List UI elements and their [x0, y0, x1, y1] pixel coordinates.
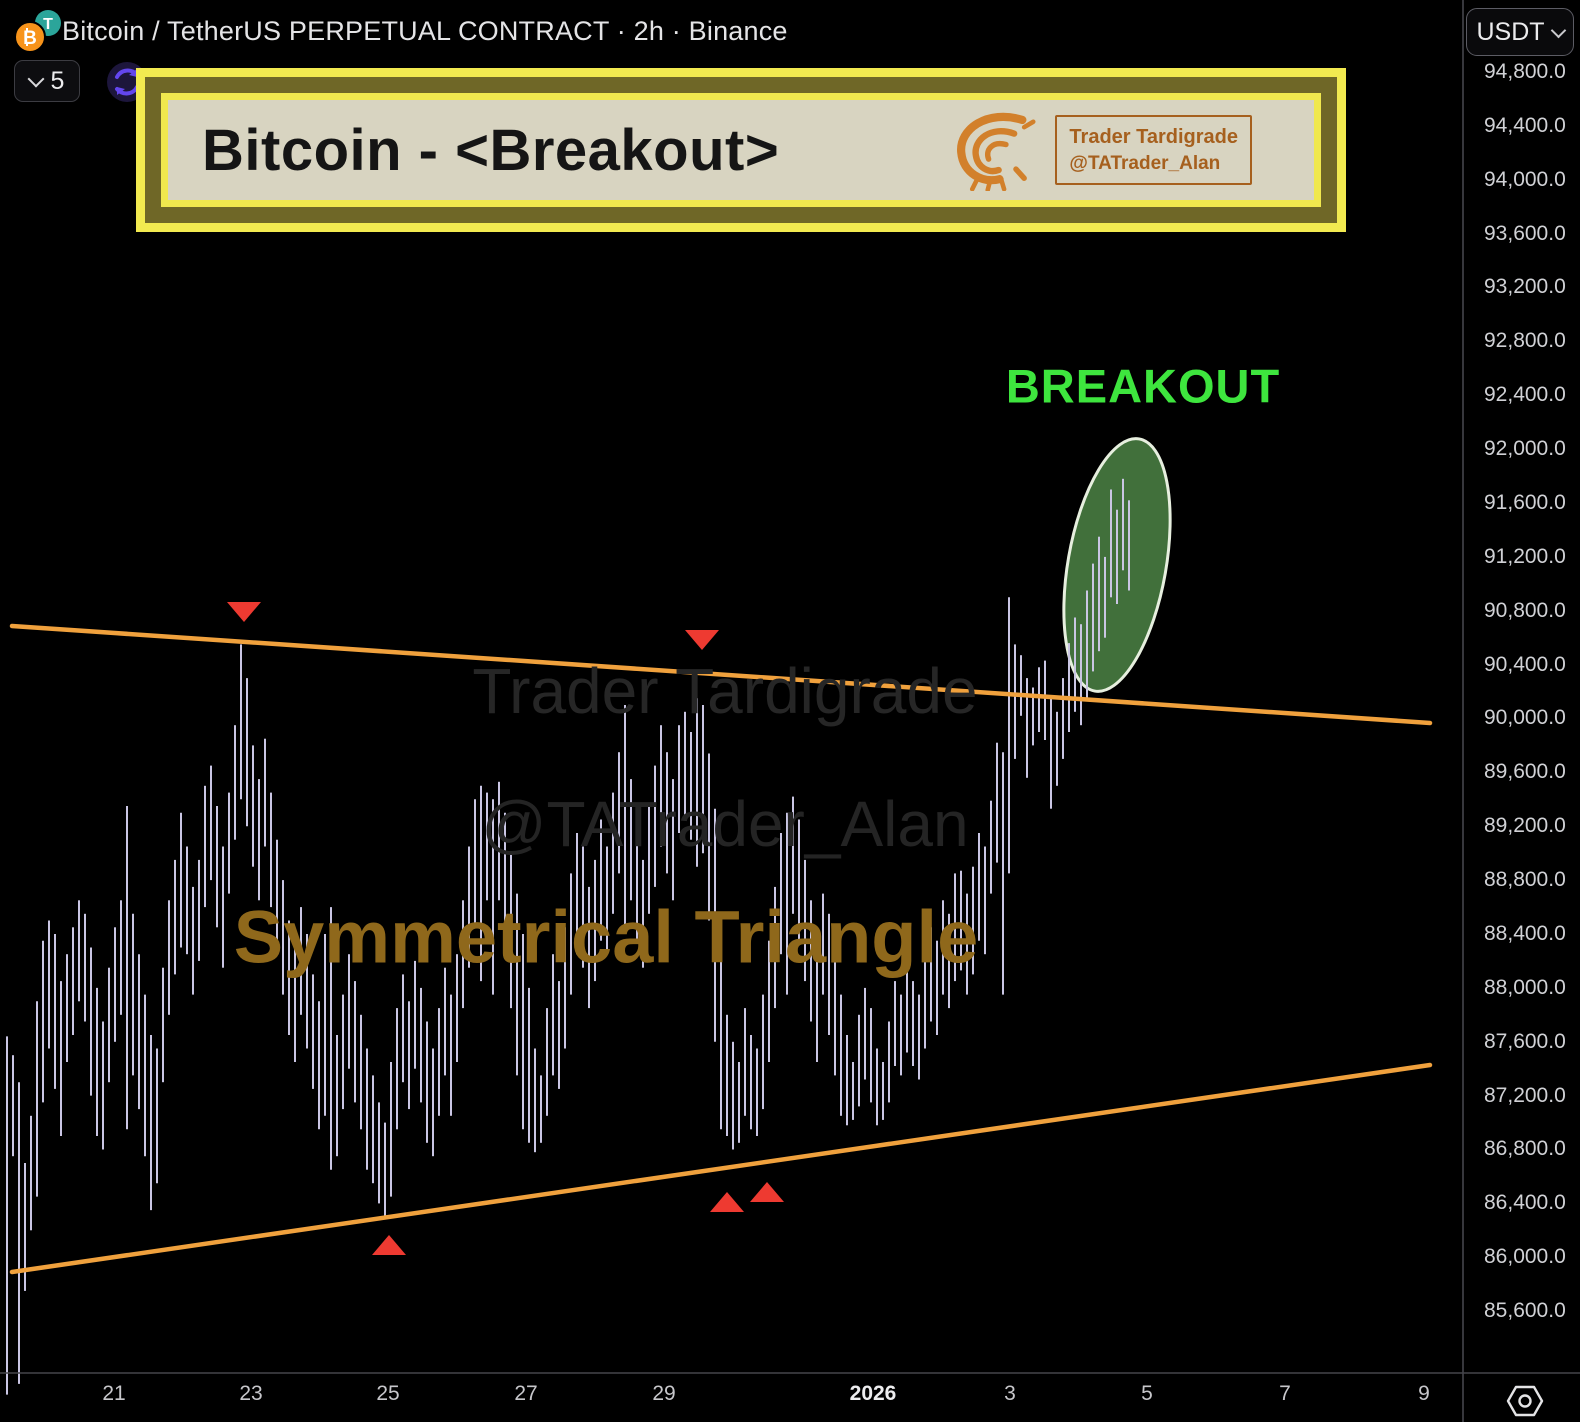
price-axis-label: 94,400.0: [1484, 113, 1566, 137]
down-triangle-marker: [227, 602, 261, 622]
price-axis-label: 94,800.0: [1484, 60, 1566, 83]
price-axis-label: 89,200.0: [1484, 814, 1566, 838]
logo-handle: @TATrader_Alan: [1069, 152, 1221, 174]
price-axis-label: 90,800.0: [1484, 598, 1566, 622]
price-axis-label: 87,200.0: [1484, 1083, 1566, 1107]
price-axis-label: 88,800.0: [1484, 868, 1566, 892]
time-axis-label: 7: [1279, 1382, 1291, 1405]
price-axis-label: 94,000.0: [1484, 167, 1566, 191]
watermark-line2: @TATrader_Alan: [481, 788, 969, 860]
upper-resistance-line[interactable]: [9, 623, 1433, 726]
chevron-down-icon: [27, 70, 45, 87]
price-axis-label: 93,600.0: [1484, 221, 1566, 245]
price-axis-label: 87,600.0: [1484, 1029, 1566, 1053]
up-triangle-marker: [750, 1182, 784, 1202]
timezone-settings-icon[interactable]: [1506, 1384, 1544, 1418]
tardigrade-logo-icon: [957, 112, 1036, 191]
currency-selector[interactable]: USDT: [1466, 8, 1574, 56]
watermark-line1: Trader Tardigrade: [472, 655, 978, 727]
price-axis-label: 85,600.0: [1484, 1299, 1566, 1322]
time-axis-label: 29: [652, 1382, 676, 1405]
svg-text:B: B: [23, 28, 37, 49]
bitcoin-coin-icon: [14, 21, 46, 53]
lower-support-line[interactable]: [9, 1062, 1433, 1275]
time-axis-label: 27: [514, 1382, 538, 1405]
up-triangle-marker: [372, 1235, 406, 1255]
symbol-title[interactable]: Bitcoin / TetherUS PERPETUAL CONTRACT · …: [62, 16, 788, 46]
logo-handle-box: Trader Tardigrade @TATrader_Alan: [1055, 114, 1252, 186]
price-axis-label: 86,000.0: [1484, 1245, 1566, 1269]
pattern-label[interactable]: Symmetrical Triangle: [233, 895, 979, 979]
chevron-down-icon: [1550, 22, 1566, 38]
svg-text:T: T: [43, 16, 53, 33]
banner-inner-frame: Bitcoin - <Breakout>: [161, 93, 1321, 207]
interval-chip[interactable]: 5: [14, 60, 80, 102]
banner-title: Bitcoin - <Breakout>: [202, 117, 780, 183]
price-axis-label: 91,200.0: [1484, 544, 1566, 568]
currency-value: USDT: [1476, 17, 1545, 46]
time-axis-label: 9: [1418, 1382, 1430, 1405]
time-axis-label: 23: [239, 1382, 263, 1405]
time-axis-label: 5: [1141, 1382, 1153, 1405]
price-axis-label: 86,800.0: [1484, 1137, 1566, 1161]
price-axis-label: 91,600.0: [1484, 490, 1566, 514]
price-axis-label: 86,400.0: [1484, 1191, 1566, 1215]
down-triangle-marker: [685, 630, 719, 650]
banner-drawing[interactable]: Bitcoin - <Breakout>: [136, 68, 1346, 232]
price-axis-label: 90,400.0: [1484, 652, 1566, 676]
price-axis-label: 88,400.0: [1484, 921, 1566, 945]
price-axis-label: 90,000.0: [1484, 706, 1566, 730]
price-axis-label: 93,200.0: [1484, 275, 1566, 299]
logo-name: Trader Tardigrade: [1069, 125, 1238, 148]
banner-olive-frame: Bitcoin - <Breakout>: [145, 77, 1337, 223]
interval-value: 5: [50, 66, 65, 95]
time-axis-label: 25: [376, 1382, 400, 1405]
time-axis-label: 21: [102, 1382, 126, 1405]
time-axis-label: 2026: [849, 1382, 897, 1405]
price-axis-label: 92,400.0: [1484, 383, 1566, 407]
symbol-pair-icon: T B: [14, 10, 61, 53]
breakout-label[interactable]: BREAKOUT: [1005, 359, 1281, 413]
price-axis-label: 89,600.0: [1484, 760, 1566, 784]
time-axis-label: 3: [1004, 1382, 1016, 1405]
up-triangle-marker: [710, 1192, 744, 1212]
banner-content: Bitcoin - <Breakout>: [168, 100, 1314, 200]
price-axis-label: 88,000.0: [1484, 975, 1566, 999]
banner-logo-group: Trader Tardigrade @TATrader_Alan: [949, 109, 1252, 191]
price-axis-label: 92,800.0: [1484, 329, 1566, 353]
price-axis-label: 92,000.0: [1484, 437, 1566, 461]
